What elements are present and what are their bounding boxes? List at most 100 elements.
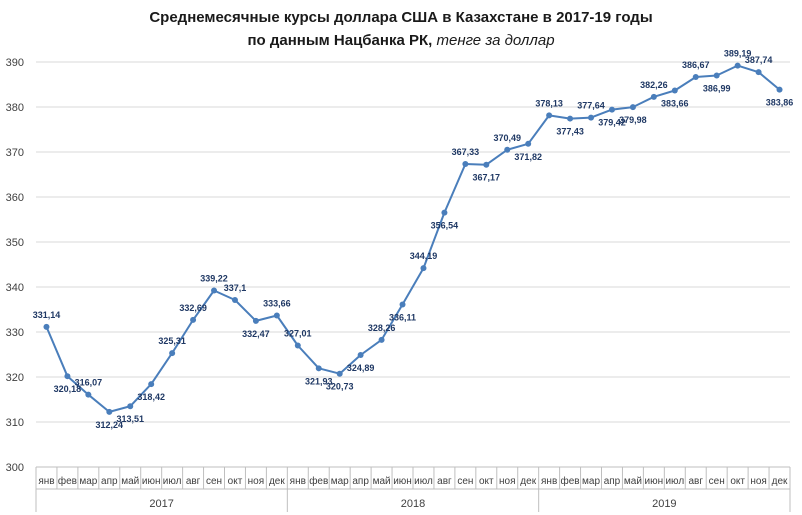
data-point (504, 146, 511, 153)
gridlines (36, 61, 790, 468)
month-tick-label: май (624, 476, 642, 487)
data-label: 383,86 (766, 98, 794, 108)
data-label: 327,01 (284, 328, 312, 338)
data-label: 316,07 (75, 378, 103, 388)
y-tick-label: 320 (6, 372, 24, 384)
data-label: 318,42 (137, 392, 165, 402)
data-point (231, 297, 238, 304)
month-tick-label: апр (604, 476, 621, 487)
data-point (462, 161, 469, 168)
month-tick-label: сен (709, 476, 725, 487)
month-tick-label: сен (457, 476, 473, 487)
data-point (441, 209, 448, 216)
month-tick-label: мар (582, 476, 600, 487)
month-tick-label: окт (730, 476, 745, 487)
month-tick-label: июл (414, 476, 433, 487)
data-point (755, 69, 762, 76)
month-tick-label: фев (309, 475, 328, 487)
data-point (378, 336, 385, 343)
data-points (43, 62, 783, 415)
series-line (45, 64, 781, 413)
data-label: 367,33 (452, 147, 480, 157)
data-label: 336,11 (389, 313, 416, 323)
data-point (273, 312, 280, 319)
data-label: 333,66 (263, 299, 291, 309)
data-label: 313,51 (116, 414, 144, 424)
data-point (43, 323, 50, 330)
data-label: 382,26 (640, 80, 668, 90)
data-point (336, 370, 343, 377)
data-label: 379,98 (619, 115, 647, 125)
y-tick-label: 370 (6, 147, 24, 159)
data-label: 386,99 (703, 84, 731, 94)
year-label: 2017 (149, 498, 173, 510)
month-tick-label: янв (290, 476, 306, 487)
x-axis: янв фев мар апр май июн июл авг сен окт ноя дек янв ф… (35, 466, 791, 512)
data-point (567, 115, 574, 122)
data-label: 367,17 (473, 173, 501, 183)
month-tick-label: янв (541, 476, 557, 487)
month-tick-label: май (121, 476, 139, 487)
month-tick-label: июл (163, 476, 182, 487)
data-label: 332,69 (179, 303, 207, 313)
data-label: 377,64 (577, 101, 605, 111)
data-point (357, 351, 364, 358)
y-tick-label: 340 (6, 282, 24, 294)
data-label: 356,54 (431, 221, 459, 231)
month-tick-label: апр (101, 476, 118, 487)
month-tick-label: июн (645, 476, 664, 487)
data-label: 324,89 (347, 363, 375, 373)
data-point (776, 86, 783, 93)
month-tick-label: дек (269, 476, 285, 487)
year-label: 2019 (652, 498, 676, 510)
month-tick-label: мар (79, 476, 97, 487)
data-point (588, 114, 595, 121)
data-point (629, 104, 636, 111)
data-point (734, 62, 741, 69)
data-point (106, 408, 113, 415)
data-label: 337,1 (224, 283, 247, 293)
data-point (420, 265, 427, 272)
month-tick-label: июл (665, 476, 684, 487)
y-tick-label: 390 (6, 57, 24, 69)
y-tick-label: 380 (6, 102, 24, 114)
month-tick-label: авг (437, 476, 452, 487)
data-point (483, 161, 490, 168)
data-point (85, 391, 92, 398)
year-label: 2018 (401, 498, 425, 510)
data-point (252, 317, 259, 324)
y-tick-label: 310 (6, 417, 24, 429)
data-label: 325,31 (158, 336, 186, 346)
data-label: 332,47 (242, 329, 270, 339)
data-point (399, 301, 406, 308)
data-point (315, 365, 322, 372)
data-point (525, 140, 532, 147)
series-path (45, 64, 781, 413)
data-point (713, 72, 720, 79)
data-label: 320,18 (54, 384, 82, 394)
data-point (608, 106, 615, 113)
month-tick-label: фев (58, 475, 77, 487)
data-point (64, 373, 71, 380)
month-tick-label: ноя (750, 476, 767, 487)
data-label: 379,42 (598, 118, 626, 128)
chart-title-line-2-bold: по данным Нацбанка РК, (247, 32, 436, 49)
data-label: 321,93 (305, 376, 333, 386)
data-point (127, 403, 134, 410)
chart-title-line-2: по данным Нацбанка РК, тенге за доллар (247, 32, 554, 49)
data-point (148, 381, 155, 388)
data-label: 387,74 (745, 55, 773, 65)
month-tick-label: авг (688, 476, 703, 487)
data-label: 377,43 (556, 127, 584, 137)
data-label: 331,14 (33, 310, 61, 320)
data-point (546, 112, 553, 119)
y-axis: 300 310 320 330 340 350 360 370 380 390 (6, 57, 24, 474)
month-tick-label: янв (38, 476, 54, 487)
month-tick-label: июн (393, 476, 412, 487)
data-point (169, 350, 176, 357)
data-label: 371,82 (514, 152, 542, 162)
data-label: 328,26 (368, 323, 396, 333)
data-point (190, 316, 197, 323)
month-tick-label: окт (479, 476, 494, 487)
